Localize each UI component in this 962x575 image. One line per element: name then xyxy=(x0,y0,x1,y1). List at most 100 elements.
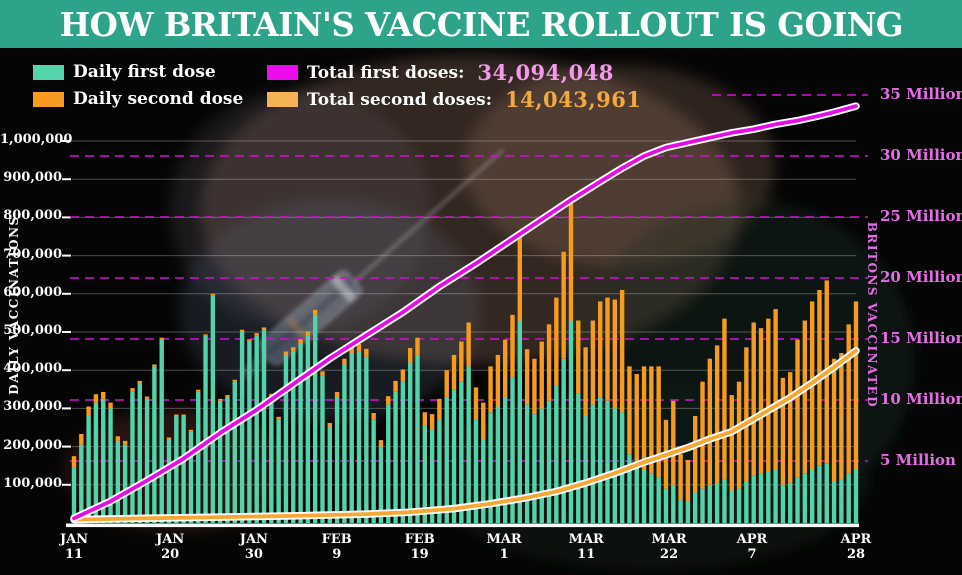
bar-first-dose xyxy=(415,354,420,523)
bar-first-dose xyxy=(174,416,179,523)
bar-first-dose xyxy=(817,465,822,523)
bar-first-dose xyxy=(269,396,274,523)
total-first-swatch xyxy=(267,65,298,80)
bar-second-dose xyxy=(459,341,464,382)
bar-first-dose xyxy=(79,444,84,523)
line-total-first-doses xyxy=(72,104,858,521)
bar-first-dose xyxy=(451,389,457,523)
bar-second-dose xyxy=(225,395,230,397)
bar-first-dose xyxy=(261,330,267,523)
bar-second-dose xyxy=(130,388,135,392)
bar-second-dose xyxy=(232,379,237,382)
bar-first-dose xyxy=(407,362,413,523)
bar-second-dose xyxy=(320,371,325,376)
bar-second-dose xyxy=(371,412,376,420)
bar-first-dose xyxy=(795,477,800,523)
bar-first-dose xyxy=(210,295,216,523)
bar-second-dose xyxy=(758,328,764,474)
legend-item-daily-second: Daily second dose xyxy=(33,89,243,109)
bar-second-dose xyxy=(802,320,808,474)
bar-second-dose xyxy=(298,339,303,344)
bar-first-dose xyxy=(364,356,369,523)
bar-first-dose xyxy=(349,353,354,523)
bar-second-dose xyxy=(554,297,559,386)
bar-first-dose xyxy=(809,469,815,523)
bar-first-dose xyxy=(736,488,742,523)
bar-first-dose xyxy=(115,440,121,523)
bar-second-dose xyxy=(422,412,428,426)
bar-second-dose xyxy=(649,366,654,474)
bar-second-dose xyxy=(568,202,574,321)
bar-first-dose xyxy=(283,354,289,523)
bar-second-dose xyxy=(386,396,391,405)
bar-first-dose xyxy=(137,383,142,523)
bar-first-dose xyxy=(400,381,406,523)
bar-second-dose xyxy=(619,289,625,413)
bar-first-dose xyxy=(634,465,639,523)
bar-second-dose xyxy=(678,454,683,501)
bar-first-dose xyxy=(846,473,851,523)
bar-first-dose xyxy=(561,358,566,523)
bar-first-dose xyxy=(188,431,194,523)
bar-second-dose xyxy=(122,440,128,445)
bar-second-dose xyxy=(144,396,150,399)
bar-first-dose xyxy=(839,479,844,523)
bar-second-dose xyxy=(188,429,194,432)
bar-first-dose xyxy=(342,364,347,523)
bar-second-dose xyxy=(152,364,157,367)
bar-first-dose xyxy=(766,471,771,523)
bar-second-dose xyxy=(788,372,793,483)
bar-second-dose xyxy=(276,416,281,420)
bar-second-dose xyxy=(656,366,661,478)
bar-second-dose xyxy=(495,354,501,407)
total-second-value: 14,043,961 xyxy=(504,87,642,112)
bar-second-dose xyxy=(795,339,800,478)
bar-second-dose xyxy=(561,251,566,359)
bar-first-dose xyxy=(824,463,829,523)
bar-second-dose xyxy=(605,297,610,401)
bar-first-dose xyxy=(291,351,296,523)
bar-second-dose xyxy=(174,414,179,417)
total-second-label: Total second doses: xyxy=(307,89,492,110)
bar-second-dose xyxy=(291,347,296,352)
bar-first-dose xyxy=(320,375,325,523)
bar-first-dose xyxy=(86,416,91,523)
bar-first-dose xyxy=(707,484,713,523)
bar-second-dose xyxy=(239,329,245,332)
bar-second-dose xyxy=(312,309,318,315)
bar-first-dose xyxy=(247,341,252,523)
legend-item-total-first: Total first doses: 34,094,048 xyxy=(267,60,614,85)
bar-second-dose xyxy=(79,433,84,445)
daily-second-label: Daily second dose xyxy=(73,89,244,109)
bar-first-dose xyxy=(152,366,157,523)
bar-first-dose xyxy=(144,398,150,523)
bar-second-dose xyxy=(356,343,362,352)
x-axis-line xyxy=(66,523,859,528)
bar-first-dose xyxy=(422,425,428,523)
bar-second-dose xyxy=(393,380,398,392)
bar-first-dose xyxy=(276,419,281,523)
daily-first-swatch xyxy=(33,64,64,80)
bar-second-dose xyxy=(532,358,537,415)
bar-second-dose xyxy=(707,358,713,485)
bar-first-dose xyxy=(481,438,486,523)
bar-first-dose xyxy=(217,400,223,523)
bar-second-dose xyxy=(466,322,471,367)
bar-second-dose xyxy=(517,230,523,321)
bar-first-dose xyxy=(510,377,515,523)
bar-first-dose xyxy=(831,480,837,523)
bar-first-dose xyxy=(298,343,303,523)
bar-second-dose xyxy=(839,353,844,480)
bar-first-dose xyxy=(758,473,764,523)
bar-first-dose xyxy=(605,400,610,523)
bar-second-dose xyxy=(305,331,311,336)
bar-second-dose xyxy=(327,422,332,428)
bar-second-dose xyxy=(502,339,508,397)
bar-second-dose xyxy=(751,322,756,476)
bar-second-dose xyxy=(612,299,618,409)
bar-second-dose xyxy=(627,366,632,455)
bar-first-dose xyxy=(598,396,603,523)
bar-first-dose xyxy=(93,402,99,523)
bar-first-dose xyxy=(196,391,201,523)
